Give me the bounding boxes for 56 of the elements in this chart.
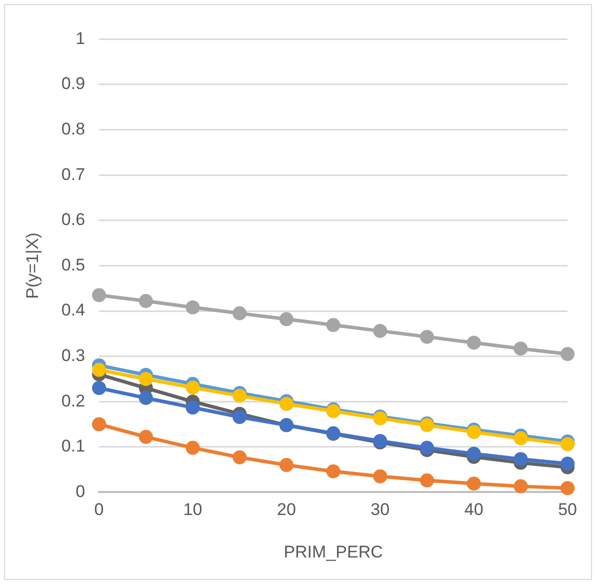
y-tick-label: 0.4: [61, 300, 86, 320]
y-tick-label: 1: [76, 28, 86, 48]
point: [326, 318, 340, 332]
point: [138, 294, 153, 308]
point: [92, 417, 106, 432]
y-axis-title: P(y=1|X): [22, 232, 42, 299]
point: [560, 481, 575, 496]
point: [138, 390, 153, 405]
point: [92, 288, 106, 302]
point: [138, 372, 153, 386]
point: [466, 476, 481, 491]
point: [420, 440, 434, 455]
point: [186, 440, 200, 455]
point: [560, 347, 575, 362]
point: [279, 458, 294, 472]
point: [186, 300, 200, 314]
point: [232, 450, 247, 464]
y-tick-label: 0: [76, 482, 86, 501]
point: [279, 312, 294, 326]
point: [514, 452, 528, 466]
point: [138, 430, 153, 444]
point: [466, 446, 481, 461]
y-tick-label: 0.1: [61, 436, 86, 456]
y-tick-label: 0.3: [61, 346, 86, 365]
point: [279, 396, 294, 411]
x-axis-title: PRIM_PERC: [284, 542, 383, 562]
point: [514, 431, 528, 446]
y-tick-label: 0.6: [61, 210, 86, 230]
x-tick-label: 10: [183, 500, 202, 520]
point: [373, 469, 388, 484]
y-tick-label: 0.9: [61, 74, 86, 94]
y-tick-label: 0.7: [61, 164, 86, 184]
point: [514, 479, 528, 494]
x-tick-label: 30: [370, 500, 390, 520]
point: [232, 388, 247, 403]
point: [560, 456, 575, 471]
point: [466, 336, 481, 350]
point: [373, 324, 388, 338]
point: [232, 410, 247, 424]
y-tick-label: 0.8: [61, 119, 86, 138]
y-tick-label: 0.2: [61, 391, 86, 410]
point: [186, 400, 200, 414]
x-tick-label: 50: [558, 500, 578, 520]
point: [514, 342, 528, 356]
point: [92, 362, 106, 377]
y-tick-label: 0.5: [61, 255, 86, 274]
point: [420, 473, 434, 488]
x-tick-label: 40: [464, 500, 484, 520]
point: [560, 437, 575, 452]
point: [92, 381, 106, 396]
point: [326, 464, 340, 478]
x-tick-label: 20: [276, 500, 296, 520]
point: [186, 380, 200, 395]
point: [232, 306, 247, 320]
point: [420, 330, 434, 344]
x-tick-label: 0: [94, 500, 104, 520]
